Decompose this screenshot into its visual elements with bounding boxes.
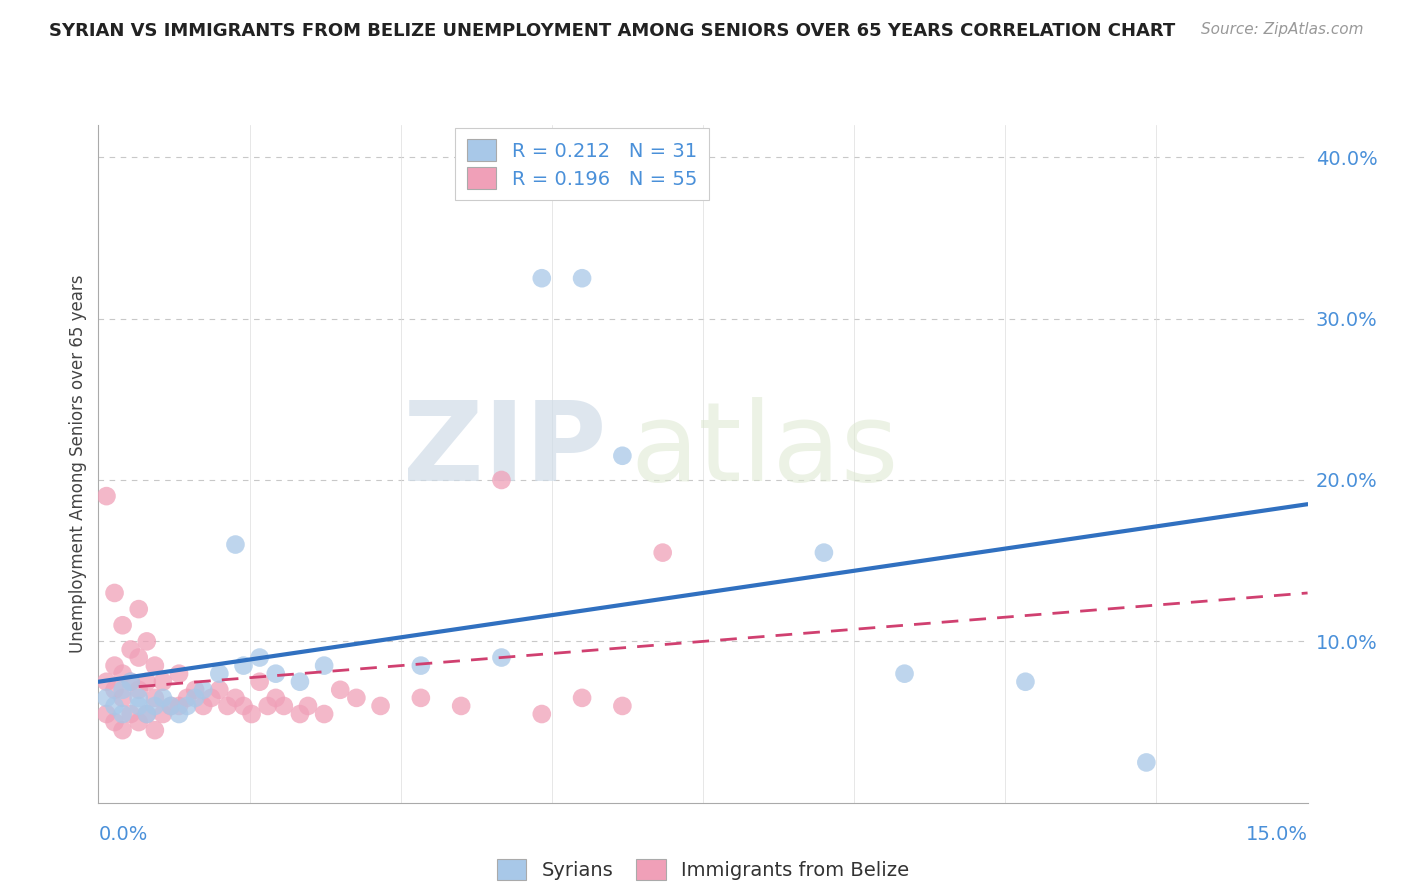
Point	[111, 666, 134, 681]
Point	[370, 698, 392, 713]
Point	[128, 698, 150, 713]
Legend: Syrians, Immigrants from Belize: Syrians, Immigrants from Belize	[489, 851, 917, 888]
Point	[128, 650, 150, 665]
Point	[152, 674, 174, 689]
Point	[409, 690, 432, 705]
Point	[120, 642, 142, 657]
Point	[135, 706, 157, 721]
Point	[288, 706, 311, 721]
Point	[217, 698, 239, 713]
Point	[314, 658, 336, 673]
Point	[249, 674, 271, 689]
Point	[208, 666, 231, 681]
Point	[135, 706, 157, 721]
Point	[893, 666, 915, 681]
Point	[160, 698, 183, 713]
Point	[491, 650, 513, 665]
Text: SYRIAN VS IMMIGRANTS FROM BELIZE UNEMPLOYMENT AMONG SENIORS OVER 65 YEARS CORREL: SYRIAN VS IMMIGRANTS FROM BELIZE UNEMPLO…	[49, 22, 1175, 40]
Point	[249, 650, 271, 665]
Point	[111, 618, 134, 632]
Point	[240, 706, 263, 721]
Point	[111, 682, 134, 697]
Point	[143, 690, 166, 705]
Point	[232, 698, 254, 713]
Point	[128, 715, 150, 730]
Point	[111, 723, 134, 738]
Point	[571, 690, 593, 705]
Point	[571, 271, 593, 285]
Point	[103, 698, 125, 713]
Point	[530, 706, 553, 721]
Point	[96, 706, 118, 721]
Point	[152, 706, 174, 721]
Point	[176, 698, 198, 713]
Point	[612, 449, 634, 463]
Point	[167, 666, 190, 681]
Point	[651, 546, 673, 560]
Point	[96, 674, 118, 689]
Point	[612, 698, 634, 713]
Text: atlas: atlas	[630, 397, 898, 504]
Point	[1014, 674, 1036, 689]
Point	[111, 706, 134, 721]
Point	[491, 473, 513, 487]
Point	[120, 674, 142, 689]
Point	[111, 690, 134, 705]
Point	[232, 658, 254, 673]
Point	[143, 658, 166, 673]
Point	[1135, 756, 1157, 770]
Point	[264, 666, 287, 681]
Text: 15.0%: 15.0%	[1246, 824, 1308, 844]
Point	[167, 698, 190, 713]
Point	[176, 690, 198, 705]
Point	[314, 706, 336, 721]
Point	[128, 682, 150, 697]
Point	[120, 674, 142, 689]
Point	[193, 682, 215, 697]
Point	[193, 698, 215, 713]
Point	[96, 489, 118, 503]
Point	[128, 690, 150, 705]
Point	[103, 658, 125, 673]
Point	[184, 690, 207, 705]
Text: ZIP: ZIP	[404, 397, 606, 504]
Point	[103, 682, 125, 697]
Point	[288, 674, 311, 689]
Point	[152, 690, 174, 705]
Point	[103, 715, 125, 730]
Point	[813, 546, 835, 560]
Point	[135, 674, 157, 689]
Point	[297, 698, 319, 713]
Point	[143, 723, 166, 738]
Point	[208, 682, 231, 697]
Point	[344, 690, 367, 705]
Point	[530, 271, 553, 285]
Point	[409, 658, 432, 673]
Point	[450, 698, 472, 713]
Point	[128, 602, 150, 616]
Point	[135, 634, 157, 648]
Point	[184, 682, 207, 697]
Point	[273, 698, 295, 713]
Point	[143, 698, 166, 713]
Point	[120, 706, 142, 721]
Point	[224, 537, 246, 551]
Point	[329, 682, 352, 697]
Text: 0.0%: 0.0%	[98, 824, 148, 844]
Point	[167, 706, 190, 721]
Point	[256, 698, 278, 713]
Point	[264, 690, 287, 705]
Point	[224, 690, 246, 705]
Point	[160, 698, 183, 713]
Point	[200, 690, 222, 705]
Y-axis label: Unemployment Among Seniors over 65 years: Unemployment Among Seniors over 65 years	[69, 275, 87, 653]
Point	[103, 586, 125, 600]
Text: Source: ZipAtlas.com: Source: ZipAtlas.com	[1201, 22, 1364, 37]
Point	[96, 690, 118, 705]
